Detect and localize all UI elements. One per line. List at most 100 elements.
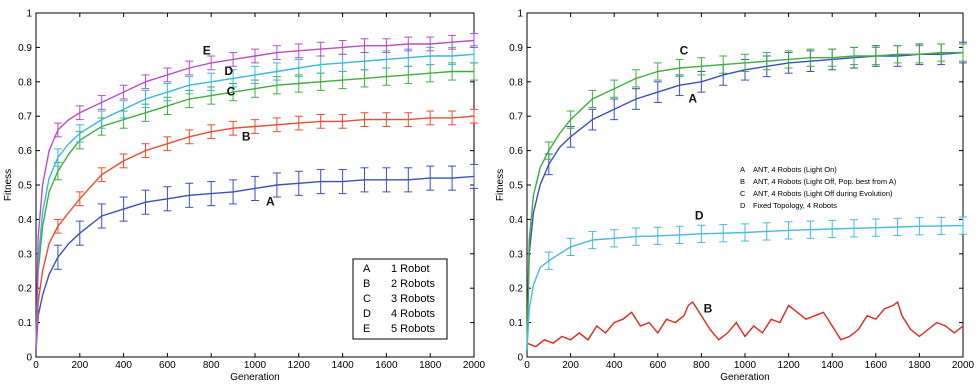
- error-bar-A: [141, 189, 150, 215]
- x-tick-label: 200: [562, 360, 579, 371]
- error-bar-C: [566, 110, 575, 129]
- x-tick-label: 600: [159, 360, 176, 371]
- error-bar-E: [426, 36, 435, 52]
- legend-entry-C: ANT, 4 Robots (Light Off during Evolutio…: [753, 189, 893, 198]
- x-tick-label: 600: [649, 360, 666, 371]
- error-bar-D: [251, 65, 259, 85]
- x-tick-label: 200: [71, 360, 88, 371]
- error-bar-C: [915, 45, 924, 64]
- error-bar-E: [448, 34, 457, 50]
- error-bar-E: [119, 84, 128, 100]
- error-bar-D: [163, 83, 172, 102]
- error-bar-A: [653, 81, 662, 103]
- error-bar-C: [937, 43, 946, 62]
- error-bar-D: [566, 237, 575, 257]
- error-bar-B: [272, 117, 281, 133]
- legend-entry-B: ANT, 4 Robots (Light Off, Pop. best from…: [753, 177, 897, 186]
- error-bar-D: [653, 226, 662, 246]
- error-bar-C: [871, 46, 880, 66]
- error-bar-E: [53, 122, 62, 138]
- error-bar-D: [229, 69, 238, 88]
- x-tick-label: 800: [693, 360, 710, 371]
- error-bar-D: [75, 124, 84, 143]
- error-bar-A: [207, 181, 216, 207]
- error-bar-D: [871, 218, 880, 237]
- error-bar-C: [544, 141, 553, 160]
- error-bar-A: [119, 196, 128, 222]
- y-tick-label: 1: [517, 9, 523, 20]
- error-bar-B: [119, 153, 128, 169]
- error-bar-B: [404, 112, 413, 128]
- error-bar-C: [959, 43, 967, 62]
- error-bar-A: [185, 182, 194, 208]
- legend-key-E: E: [363, 323, 370, 335]
- y-tick-label: 0.3: [509, 249, 523, 260]
- y-tick-label: 0.8: [18, 77, 32, 88]
- error-bar-C: [806, 48, 815, 67]
- error-bar-D: [544, 251, 553, 270]
- error-bar-D: [697, 224, 706, 243]
- legend-key-A: A: [740, 165, 745, 174]
- error-bar-A: [272, 172, 281, 198]
- x-tick-label: 800: [203, 360, 220, 371]
- legend-entry-A: 1 Robot: [391, 263, 430, 275]
- error-bar-C: [762, 52, 771, 71]
- y-tick-label: 0.1: [509, 318, 523, 329]
- legend-entry-B: 2 Robots: [391, 278, 436, 290]
- legend-box: [352, 258, 448, 340]
- error-bar-A: [163, 186, 172, 212]
- y-tick-label: 1: [26, 9, 32, 20]
- error-bar-D: [119, 100, 128, 119]
- y-tick-label: 0.4: [509, 215, 523, 226]
- legend-key-D: D: [363, 308, 371, 320]
- error-bar-D: [762, 222, 771, 241]
- series-label-B: B: [704, 301, 713, 315]
- error-bar-E: [404, 36, 413, 52]
- x-axis-label-1: Generation: [230, 372, 279, 383]
- x-axis-label-2: Generation: [720, 372, 769, 383]
- y-tick-label: 0.3: [18, 249, 32, 260]
- error-bar-D: [610, 229, 619, 248]
- error-bar-C: [697, 57, 706, 76]
- error-bar-A: [53, 244, 62, 270]
- error-bar-E: [272, 45, 281, 60]
- error-bar-E: [75, 105, 84, 121]
- error-bar-D: [937, 216, 946, 236]
- error-bar-B: [207, 124, 216, 140]
- series-label-A: A: [688, 91, 697, 105]
- y-tick-label: 0.5: [18, 181, 32, 192]
- error-bar-E: [163, 67, 172, 83]
- error-bar-D: [53, 148, 62, 167]
- error-bar-C: [588, 89, 597, 109]
- error-bar-A: [338, 169, 347, 195]
- error-bar-E: [338, 40, 347, 55]
- error-bar-C: [784, 50, 793, 69]
- error-bar-E: [141, 74, 150, 90]
- error-bar-D: [294, 58, 303, 78]
- error-bar-D: [675, 225, 684, 244]
- y-tick-label: 0.6: [18, 146, 32, 157]
- error-bar-A: [448, 165, 457, 191]
- error-bar-D: [185, 76, 194, 95]
- error-bar-A: [470, 163, 478, 189]
- y-tick-label: 0.8: [509, 77, 523, 88]
- error-bar-E: [207, 55, 216, 71]
- error-bar-E: [382, 38, 391, 54]
- x-tick-label: 2000: [952, 360, 975, 371]
- error-bar-B: [316, 113, 325, 129]
- y-tick-label: 0.4: [18, 215, 32, 226]
- error-bar-B: [294, 115, 303, 131]
- error-bar-A: [382, 167, 391, 193]
- chart-robots-count: 0 200 400 600 800 1000 1200 1400 1600 1800 2000 0 0.…: [3, 9, 486, 384]
- error-bar-A: [75, 220, 84, 246]
- error-bar-E: [185, 60, 194, 76]
- error-bar-A: [251, 175, 259, 201]
- y-tick-label: 0.7: [509, 112, 523, 123]
- error-bar-A: [404, 167, 413, 193]
- error-bar-E: [229, 52, 238, 67]
- y-tick-label: 0.2: [18, 284, 32, 295]
- error-bar-A: [360, 167, 369, 193]
- legend-key-B: B: [740, 177, 745, 186]
- x-tick-label: 0: [524, 360, 530, 371]
